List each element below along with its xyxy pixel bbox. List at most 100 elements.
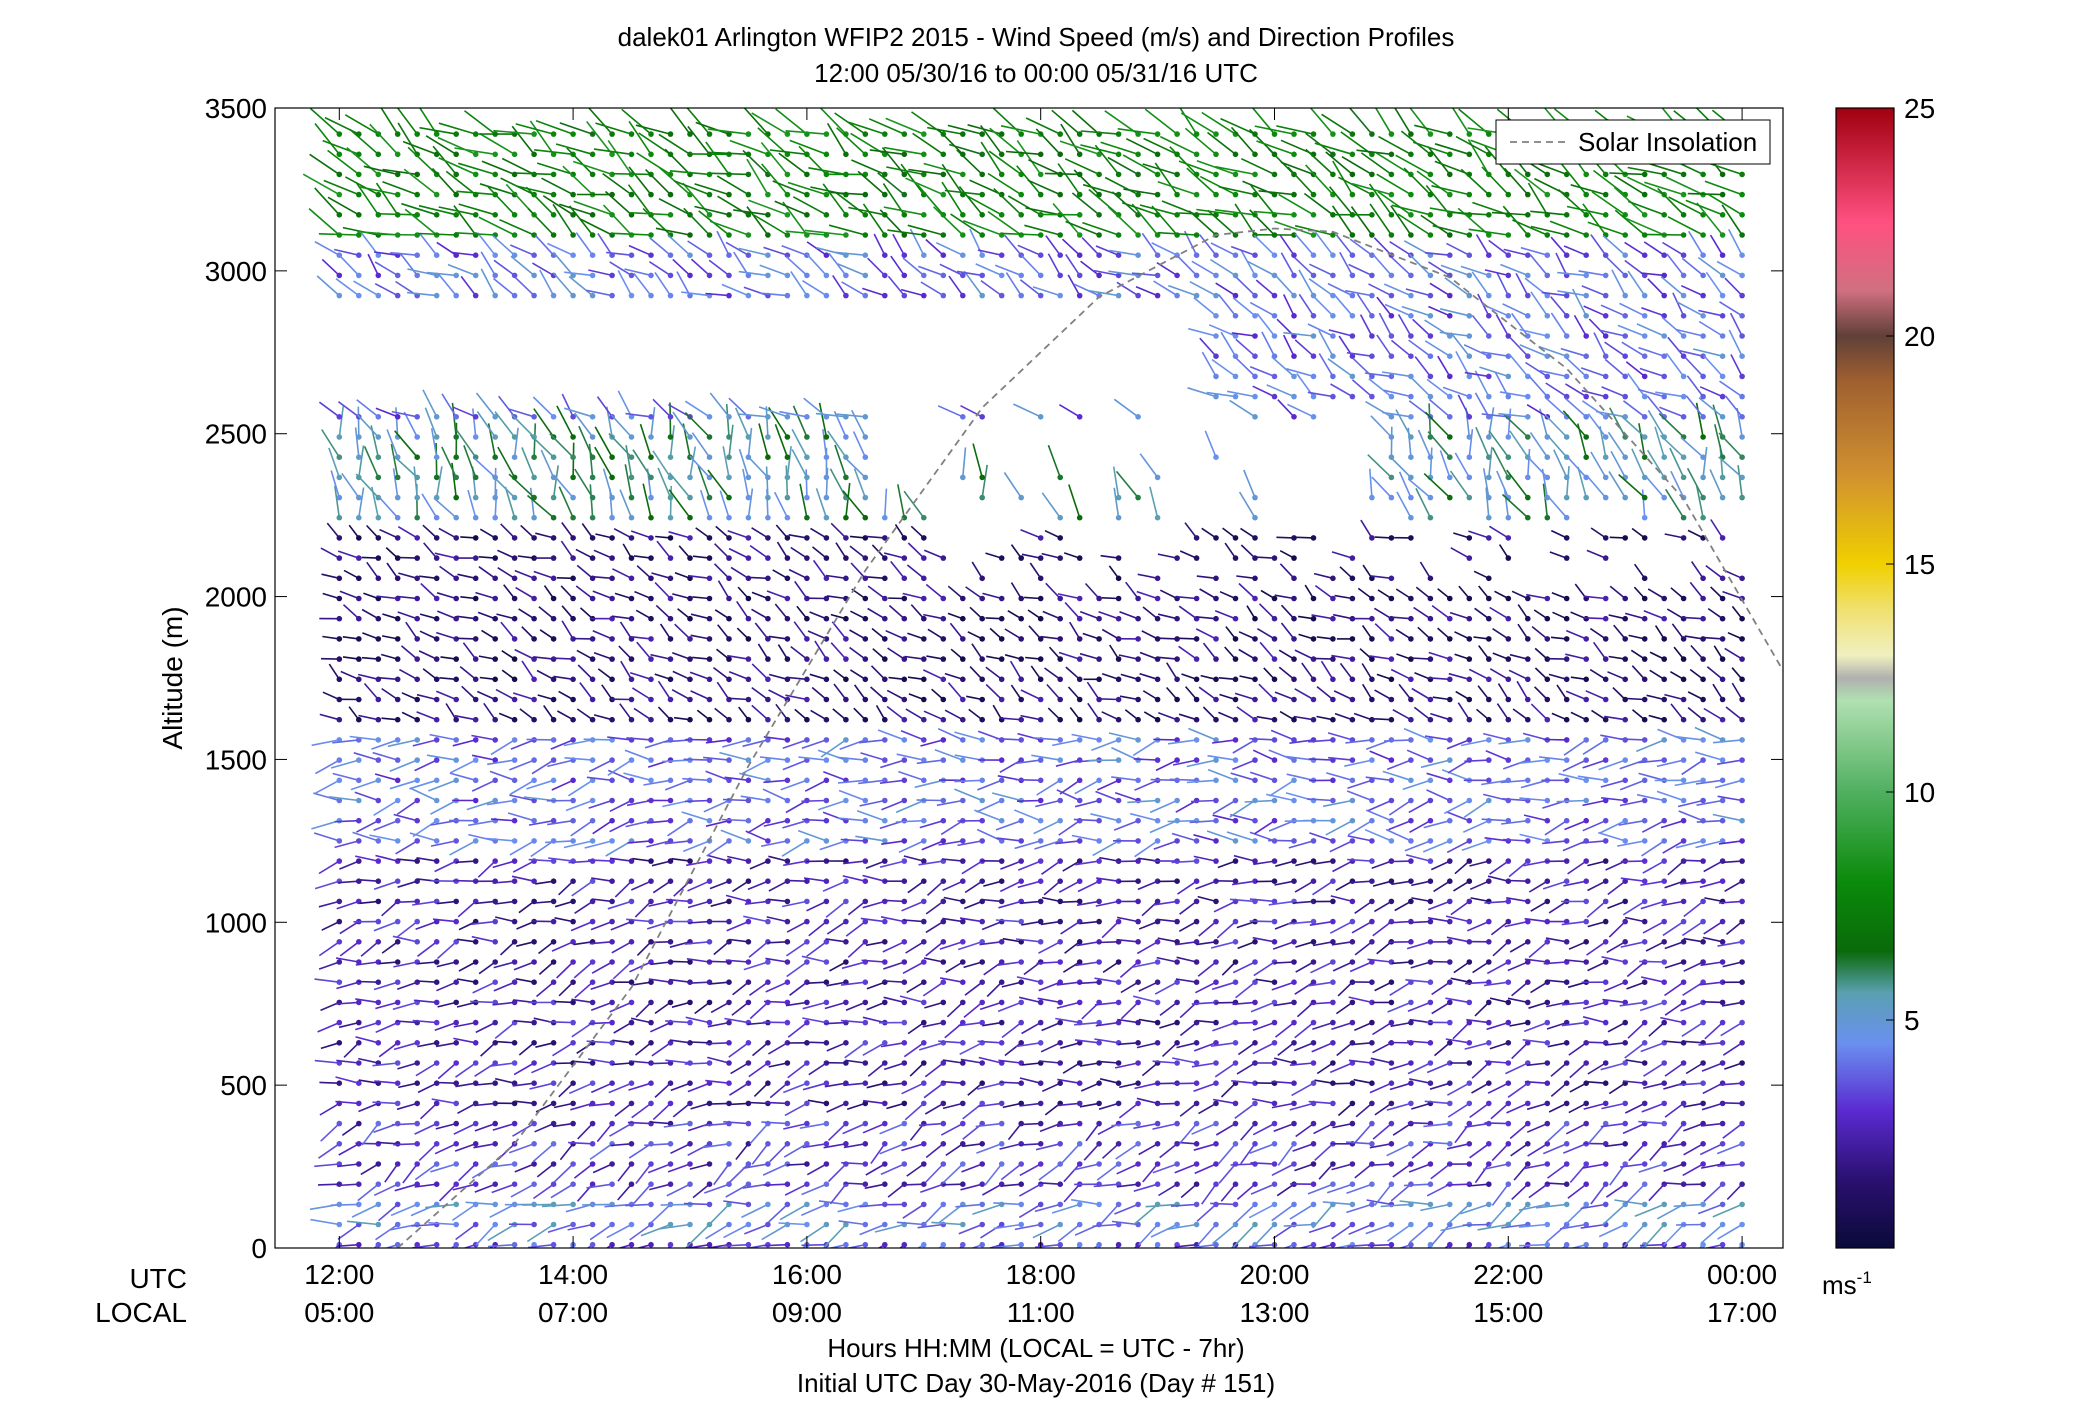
wind-barb: [1195, 981, 1217, 994]
wind-barb-point: [492, 898, 499, 905]
wind-barb-point: [609, 838, 615, 844]
wind-barb: [1274, 1057, 1295, 1064]
wind-barb: [963, 961, 983, 969]
wind-barb-point: [531, 474, 537, 481]
wind-barb-point: [1291, 212, 1297, 218]
wind-barb: [1231, 1080, 1256, 1084]
wind-barb: [1179, 900, 1198, 915]
wind-barb: [842, 490, 866, 519]
wind-barb: [1074, 799, 1100, 808]
wind-barb-point: [1213, 535, 1219, 541]
wind-barb-point: [453, 434, 460, 440]
wind-barb: [1217, 860, 1236, 869]
wind-barb-point: [336, 1019, 343, 1026]
wind-barb: [711, 151, 749, 156]
wind-barb: [1193, 1042, 1217, 1052]
wind-barb-point: [375, 817, 382, 824]
wind-barb: [896, 1221, 924, 1226]
wind-barb: [883, 552, 905, 559]
wind-barb-point: [960, 1019, 966, 1026]
wind-barb: [804, 779, 827, 792]
wind-barb-point: [648, 414, 654, 420]
wind-barb: [1096, 779, 1119, 791]
wind-barb-point: [394, 777, 401, 784]
wind-barb: [1074, 1021, 1100, 1026]
wind-barb: [1082, 221, 1119, 236]
wind-barb-point: [1057, 595, 1063, 602]
wind-barb-point: [901, 1100, 908, 1107]
wind-barb-point: [784, 191, 791, 198]
wind-barb-point: [1291, 151, 1297, 158]
wind-barb: [895, 819, 924, 823]
wind-barb: [733, 209, 769, 216]
wind-barb: [1139, 204, 1178, 216]
wind-barb-point: [960, 939, 966, 945]
wind-barb: [645, 169, 672, 196]
wind-barb: [1056, 981, 1080, 986]
wind-barb-point: [1213, 696, 1219, 703]
wind-barb-point: [901, 1141, 908, 1147]
wind-barb-point: [414, 696, 421, 703]
wind-barb-point: [589, 252, 596, 258]
wind-barb-point: [1232, 191, 1239, 198]
wind-barb-point: [960, 1161, 966, 1167]
wind-barb-point: [843, 676, 849, 683]
wind-barb: [1044, 172, 1080, 176]
wind-barb: [1149, 799, 1178, 814]
wind-barb-point: [1213, 272, 1219, 279]
wind-barb-point: [1310, 1080, 1317, 1086]
wind-barb: [1249, 737, 1275, 741]
wind-barb: [654, 582, 672, 600]
wind-barb-point: [745, 1120, 752, 1127]
wind-barb: [999, 1081, 1022, 1084]
wind-barb: [1231, 332, 1256, 337]
wind-barb: [460, 275, 477, 297]
wind-barb: [355, 1036, 379, 1044]
wind-barb-point: [356, 999, 362, 1006]
wind-barb-point: [1174, 1100, 1180, 1107]
wind-barb-point: [940, 252, 947, 258]
wind-barb: [1236, 575, 1256, 580]
wind-barb: [372, 1101, 398, 1105]
wind-barb-point: [765, 555, 771, 561]
wind-barb: [650, 653, 671, 660]
wind-barb: [337, 1223, 360, 1240]
wind-barb: [308, 207, 340, 236]
wind-barb: [964, 880, 983, 894]
wind-barb-point: [1213, 1040, 1219, 1046]
wind-barb: [1001, 1021, 1022, 1039]
wind-barb: [1219, 590, 1236, 600]
wind-barb-point: [1252, 252, 1258, 258]
wind-barb-point: [843, 1201, 849, 1208]
wind-barb-point: [940, 1100, 947, 1107]
wind-barb: [819, 108, 847, 135]
wind-barb: [937, 128, 964, 155]
wind-barb: [418, 1143, 438, 1162]
wind-barb: [672, 1102, 691, 1118]
wind-barb-point: [940, 878, 947, 884]
wind-barb-point: [901, 232, 908, 238]
wind-barb-point: [394, 797, 401, 804]
wind-barb-point: [375, 838, 382, 844]
wind-barb: [783, 1082, 808, 1094]
wind-barb: [381, 900, 399, 917]
wind-barb-point: [628, 131, 635, 137]
wind-barb: [1240, 157, 1275, 176]
wind-barb: [529, 120, 555, 155]
wind-barb: [419, 630, 438, 640]
wind-barb-point: [492, 272, 499, 279]
wind-barb-point: [979, 1019, 985, 1026]
wind-barb: [785, 799, 808, 814]
wind-barb: [419, 1102, 438, 1120]
wind-barb: [1274, 220, 1314, 236]
wind-barb-point: [706, 1161, 713, 1167]
wind-barb: [1250, 1183, 1275, 1195]
wind-barb: [754, 622, 769, 640]
wind-barb-point: [998, 252, 1005, 258]
wind-barb-point: [1310, 232, 1317, 238]
wind-barb: [393, 1143, 418, 1146]
wind-barb-point: [648, 1221, 654, 1228]
wind-barb-point: [784, 1040, 791, 1046]
wind-barb: [646, 920, 671, 930]
wind-barb-point: [570, 535, 576, 541]
